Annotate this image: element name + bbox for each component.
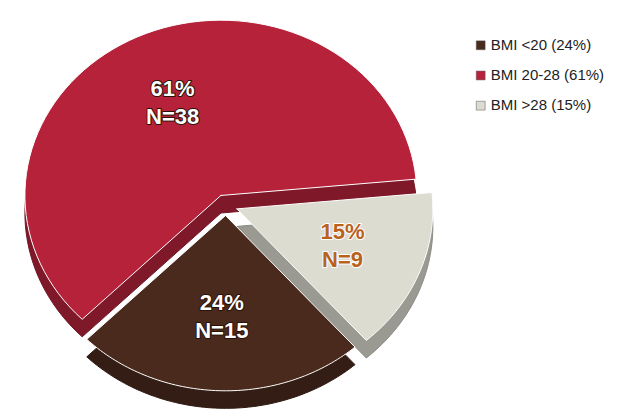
svg-text:61%: 61% <box>151 76 195 101</box>
svg-text:N=38: N=38 <box>146 104 199 129</box>
svg-text:N=15: N=15 <box>195 318 248 343</box>
svg-text:BMI >28 (15%): BMI >28 (15%) <box>491 96 591 113</box>
svg-text:N=9: N=9 <box>322 247 363 272</box>
svg-text:15%: 15% <box>320 219 364 244</box>
svg-text:24%: 24% <box>200 290 244 315</box>
svg-text:BMI 20-28 (61%): BMI 20-28 (61%) <box>491 66 604 83</box>
svg-text:BMI <20 (24%): BMI <20 (24%) <box>491 36 591 53</box>
